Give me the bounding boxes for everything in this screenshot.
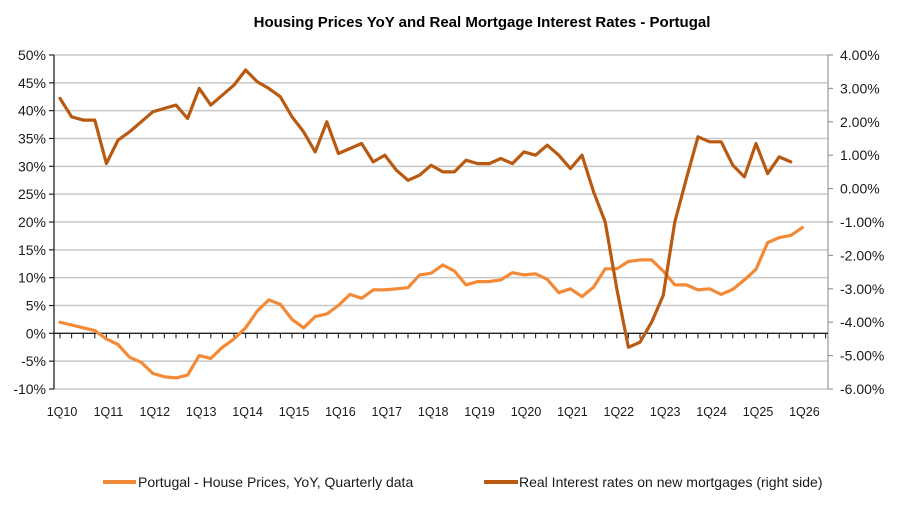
x-axis-tick-label: 1Q23 (650, 405, 681, 419)
left-axis-tick-label: 50% (18, 47, 46, 63)
legend: Portugal - House Prices, YoY, Quarterly … (103, 474, 822, 490)
x-axis-tick-label: 1Q13 (186, 405, 217, 419)
right-axis-tick-label: 4.00% (840, 47, 880, 63)
x-axis-tick-label: 1Q17 (372, 405, 403, 419)
left-axis-tick-labels: 50% 45% 40% 35% 30% 25% 20% 15% 10% 5% 0% -5% -10% (13, 47, 46, 397)
left-axis-tick-label: 20% (18, 214, 46, 230)
right-axis-tick-label: 2.00% (840, 114, 880, 130)
x-axis-tick-label: 1Q21 (557, 405, 588, 419)
left-axis-tick-label: 45% (18, 75, 46, 91)
x-axis-tick-label: 1Q19 (464, 405, 495, 419)
right-axis-tick-label: 1.00% (840, 147, 880, 163)
right-axis-tick-label: -1.00% (840, 214, 884, 230)
x-axis-tick-label: 1Q14 (232, 405, 263, 419)
left-axis-tick-label: 15% (18, 242, 46, 258)
right-axis-tick-label: -5.00% (840, 348, 884, 364)
left-axis-tick-label: 5% (26, 298, 46, 314)
left-axis-tick-label: -10% (13, 381, 46, 397)
x-axis-tick-label: 1Q12 (140, 405, 171, 419)
x-axis-tick-label: 1Q20 (511, 405, 542, 419)
x-axis-tick-label: 1Q22 (604, 405, 635, 419)
right-axis-tick-label: -4.00% (840, 314, 884, 330)
right-axis-tick-label: -2.00% (840, 247, 884, 263)
left-axis-tick-label: 10% (18, 270, 46, 286)
x-axis-tick-label: 1Q18 (418, 405, 449, 419)
right-axis-tick-label: -3.00% (840, 281, 884, 297)
right-axis-tick-label: 3.00% (840, 80, 880, 96)
left-axis-tick-label: 35% (18, 131, 46, 147)
x-axis-tick-labels: 1Q10 1Q11 1Q12 1Q13 1Q14 1Q15 1Q16 1Q17 1Q18 1Q19… (47, 405, 820, 419)
legend-label-house-prices: Portugal - House Prices, YoY, Quarterly … (138, 474, 413, 490)
x-axis-tick-label: 1Q10 (47, 405, 78, 419)
axes (49, 54, 833, 390)
left-axis-tick-label: 0% (26, 325, 46, 341)
right-axis-tick-label: -6.00% (840, 381, 884, 397)
right-axis-tick-labels: 4.00% 3.00% 2.00% 1.00% 0.00% -1.00% -2.00% -3.… (840, 47, 884, 397)
chart-title: Housing Prices YoY and Real Mortgage Int… (254, 14, 711, 31)
left-axis-tick-label: 30% (18, 158, 46, 174)
x-axis-tick-label: 1Q11 (94, 405, 124, 419)
gridlines (54, 54, 828, 390)
x-axis-tick-label: 1Q26 (789, 405, 820, 419)
left-axis-tick-label: -5% (21, 353, 46, 369)
left-axis-tick-label: 25% (18, 186, 46, 202)
series-line-real-rates (58, 68, 793, 349)
series-lines (58, 68, 805, 380)
x-axis-tick-label: 1Q24 (696, 405, 727, 419)
legend-label-real-rates: Real Interest rates on new mortgages (ri… (519, 474, 822, 490)
x-axis-tick-label: 1Q25 (743, 405, 774, 419)
left-axis-tick-label: 40% (18, 103, 46, 119)
x-axis-tick-label: 1Q16 (325, 405, 356, 419)
x-axis-tick-label: 1Q15 (279, 405, 310, 419)
right-axis-tick-label: 0.00% (840, 181, 880, 197)
